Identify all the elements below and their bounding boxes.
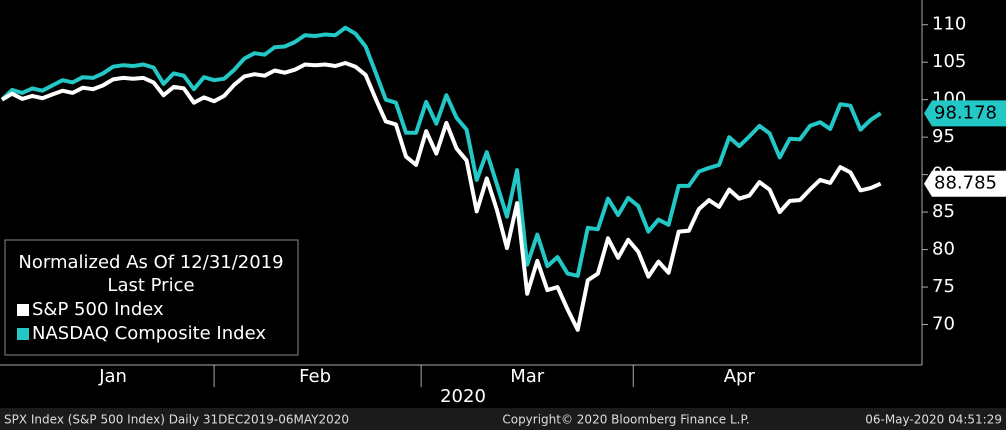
y-tick-label: 105 bbox=[932, 51, 966, 72]
legend-swatch bbox=[17, 328, 29, 340]
x-tick-label: Apr bbox=[724, 366, 756, 387]
footer-right: 06-May-2020 04:51:29 bbox=[865, 413, 1002, 427]
legend-box bbox=[4, 239, 299, 356]
legend-title: Normalized As Of 12/31/2019 bbox=[18, 252, 283, 273]
y-tick-label: 70 bbox=[932, 314, 955, 335]
footer-bar bbox=[0, 408, 1006, 430]
y-tick-label: 95 bbox=[932, 126, 955, 147]
y-tick-label: 85 bbox=[932, 201, 955, 222]
last-value-label: 88.785 bbox=[934, 173, 997, 194]
x-tick-label: Mar bbox=[510, 366, 545, 387]
legend-label: S&P 500 Index bbox=[32, 299, 164, 320]
legend-subtitle: Last Price bbox=[107, 275, 194, 296]
y-tick-label: 75 bbox=[932, 276, 955, 297]
footer-left: SPX Index (S&P 500 Index) Daily 31DEC201… bbox=[4, 413, 349, 427]
series-line bbox=[0, 25, 882, 278]
y-tick-label: 80 bbox=[932, 239, 955, 260]
legend-swatch bbox=[17, 304, 29, 316]
series-line bbox=[0, 61, 882, 332]
y-tick-label: 110 bbox=[932, 14, 966, 35]
footer-center: Copyright© 2020 Bloomberg Finance L.P. bbox=[502, 413, 749, 427]
last-value-box bbox=[924, 170, 1006, 197]
x-axis-year: 2020 bbox=[440, 386, 486, 407]
x-tick-label: Feb bbox=[299, 366, 331, 387]
x-tick-label: Jan bbox=[98, 366, 127, 387]
last-value-box bbox=[924, 100, 1006, 127]
legend-label: NASDAQ Composite Index bbox=[32, 323, 266, 344]
last-value-label: 98.178 bbox=[934, 102, 997, 123]
